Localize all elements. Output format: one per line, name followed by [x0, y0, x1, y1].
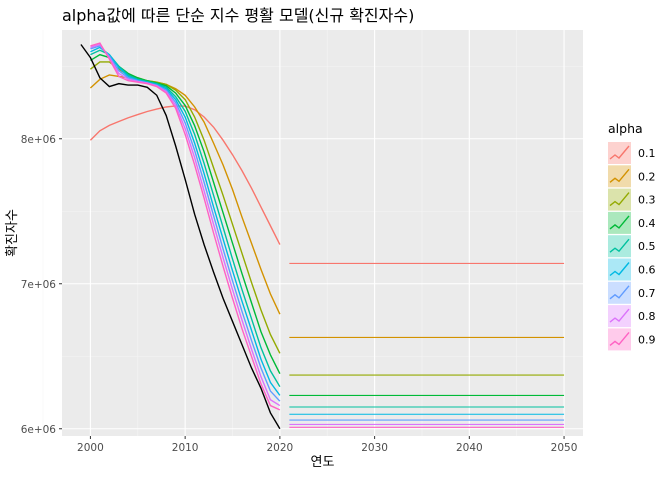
legend-label-0.3: 0.3 — [638, 194, 656, 207]
y-tick-label: 6e+06 — [21, 424, 57, 436]
legend-item-0.4: 0.4 — [608, 211, 656, 234]
x-tick-label: 2010 — [172, 442, 199, 454]
legend-key-0.5 — [608, 235, 631, 258]
legend-key-0.4 — [608, 211, 631, 234]
fitted-line-0.7 — [90, 45, 281, 402]
legend-item-0.8: 0.8 — [608, 305, 656, 328]
legend-key-0.8 — [608, 305, 631, 328]
legend-label-0.2: 0.2 — [638, 170, 656, 183]
legend-key-line-0.1 — [609, 145, 630, 160]
legend-label-0.7: 0.7 — [638, 287, 656, 300]
legend-item-0.7: 0.7 — [608, 281, 656, 304]
plot-panel — [62, 30, 583, 436]
legend-key-0.6 — [608, 258, 631, 281]
legend-key-line-0.9 — [609, 331, 630, 346]
legend-item-0.6: 0.6 — [608, 258, 656, 281]
actual-line — [80, 44, 281, 430]
legend-key-0.7 — [608, 281, 631, 304]
legend-item-0.3: 0.3 — [608, 188, 656, 211]
legend-key-line-0.7 — [609, 285, 630, 300]
x-tick-label: 2040 — [456, 442, 483, 454]
legend-item-0.2: 0.2 — [608, 165, 656, 188]
legend-label-0.8: 0.8 — [638, 310, 656, 323]
major-gridlines — [62, 30, 583, 436]
y-tick-label: 7e+06 — [21, 279, 57, 291]
fitted-line-0.8 — [90, 43, 281, 407]
legend-item-0.1: 0.1 — [608, 142, 656, 164]
x-tick-label: 2050 — [551, 442, 578, 454]
x-axis-title: 연도 — [311, 455, 335, 470]
y-axis-title: 확진자수 — [5, 209, 20, 257]
legend-key-line-0.8 — [609, 308, 630, 323]
y-axis-ticks: 6e+06 7e+06 8e+06 — [21, 134, 62, 436]
legend-key-line-0.5 — [609, 238, 630, 253]
legend-item-0.9: 0.9 — [608, 328, 656, 351]
minor-gridlines — [42, 30, 583, 436]
legend-label-0.9: 0.9 — [638, 333, 656, 346]
x-tick-label: 2000 — [77, 442, 104, 454]
legend-key-0.3 — [608, 188, 631, 211]
legend-key-0.1 — [608, 142, 631, 164]
legend-label-0.6: 0.6 — [638, 264, 656, 277]
legend-key-0.2 — [608, 165, 631, 188]
fitted-line-0.5 — [90, 49, 281, 388]
fitted-line-0.2 — [89, 74, 281, 315]
series-lines — [80, 42, 565, 430]
legend: alpha 0.1 0.2 0.3 0.4 0.5 0.6 0.7 0.8 0.9 — [608, 121, 656, 351]
fitted-line-0.6 — [90, 46, 281, 396]
legend-key-line-0.2 — [609, 168, 630, 183]
legend-key-line-0.4 — [609, 215, 630, 230]
y-tick-label: 8e+06 — [21, 134, 57, 146]
legend-label-0.4: 0.4 — [638, 217, 656, 230]
legend-key-line-0.6 — [609, 262, 630, 277]
legend-label-0.5: 0.5 — [638, 240, 656, 253]
x-tick-label: 2030 — [361, 442, 388, 454]
legend-key-line-0.3 — [609, 192, 630, 207]
x-tick-label: 2020 — [267, 442, 294, 454]
legend-item-0.5: 0.5 — [608, 235, 656, 258]
fitted-line-0.9 — [90, 42, 281, 411]
legend-key-0.9 — [608, 328, 631, 351]
chart-title: alpha값에 따른 단순 지수 평활 모델(신규 확진자수) — [62, 6, 414, 25]
legend-title: alpha — [608, 121, 643, 136]
x-axis-ticks: 2000 2010 2020 2030 2040 2050 — [77, 436, 577, 454]
legend-label-0.1: 0.1 — [638, 147, 656, 160]
